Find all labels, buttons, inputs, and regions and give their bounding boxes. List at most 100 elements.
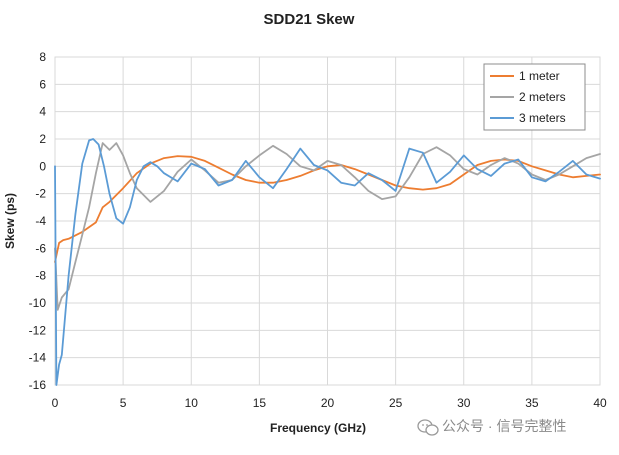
x-tick-label: 15 — [253, 396, 267, 410]
data-point — [531, 173, 533, 176]
data-point — [57, 309, 59, 311]
x-tick-label: 0 — [52, 396, 59, 410]
series-line — [54, 138, 601, 386]
data-point — [190, 158, 192, 161]
data-point — [58, 242, 60, 244]
data-point — [81, 234, 83, 236]
data-point — [449, 183, 451, 185]
data-point — [136, 172, 138, 174]
data-point — [204, 160, 206, 162]
data-point — [340, 164, 342, 166]
data-point — [408, 187, 410, 189]
y-tick-label: -14 — [29, 351, 47, 365]
data-point — [61, 296, 63, 299]
y-tick-label: -4 — [35, 214, 46, 228]
data-point — [163, 190, 165, 192]
data-point — [395, 190, 397, 192]
data-point — [129, 206, 131, 208]
data-point — [299, 147, 301, 150]
x-tick-label: 40 — [593, 396, 607, 410]
data-point — [190, 156, 192, 158]
legend: 1 meter 2 meters 3 meters — [483, 63, 586, 131]
data-point — [177, 180, 179, 182]
data-point — [88, 139, 90, 141]
data-point — [217, 167, 220, 169]
x-tick-label: 20 — [321, 396, 335, 410]
data-point — [258, 176, 260, 178]
data-point — [585, 157, 587, 159]
data-point — [55, 384, 57, 386]
y-tick-label: -12 — [29, 323, 47, 337]
y-tick-label: 0 — [39, 159, 46, 173]
data-point — [108, 149, 111, 151]
data-point — [326, 165, 329, 167]
data-point — [231, 179, 233, 181]
data-point — [286, 168, 288, 170]
data-point — [108, 193, 111, 195]
data-point — [54, 165, 56, 167]
data-point — [217, 184, 220, 187]
gridlines — [54, 56, 601, 386]
data-point — [95, 172, 97, 174]
data-point — [490, 164, 492, 166]
data-point — [313, 169, 315, 172]
data-point — [286, 153, 288, 155]
data-point — [395, 195, 397, 197]
data-point — [354, 184, 356, 187]
y-tick-label: -10 — [29, 296, 47, 310]
data-point — [142, 165, 145, 167]
data-point — [299, 165, 301, 167]
wechat-icon — [417, 419, 439, 436]
data-point — [354, 168, 356, 170]
series-lines — [54, 138, 601, 386]
data-point — [558, 171, 560, 173]
data-point — [272, 145, 274, 147]
data-point — [177, 171, 179, 173]
y-axis-ticks: -16 -14 -12 -10 -8 -6 -4 -2 0 2 4 6 8 — [29, 50, 47, 392]
watermark: 公众号 · 信号完整性 — [417, 418, 566, 436]
data-point — [422, 188, 424, 191]
y-tick-label: 6 — [39, 77, 46, 91]
data-point — [74, 213, 77, 215]
data-point — [517, 163, 519, 165]
y-tick-label: -2 — [35, 187, 46, 201]
data-point — [299, 175, 301, 177]
data-point — [585, 173, 587, 176]
y-tick-label: 8 — [39, 50, 46, 64]
data-point — [449, 154, 451, 156]
data-point — [258, 182, 260, 184]
y-axis-label: Skew (ps) — [3, 193, 17, 249]
data-point — [435, 146, 438, 148]
data-point — [326, 160, 329, 162]
data-point — [115, 217, 117, 219]
x-tick-label: 35 — [525, 396, 539, 410]
x-tick-label: 5 — [120, 396, 127, 410]
data-point — [102, 206, 104, 208]
y-tick-label: -6 — [35, 241, 46, 255]
x-axis-ticks: 0 5 10 15 20 25 30 35 40 — [52, 396, 607, 410]
data-point — [558, 173, 560, 176]
y-tick-label: -8 — [35, 269, 46, 283]
data-point — [531, 176, 533, 178]
data-point — [115, 142, 117, 144]
data-point — [103, 165, 105, 167]
data-point — [422, 152, 424, 154]
data-point — [68, 275, 70, 277]
legend-label: 2 meters — [519, 90, 566, 104]
data-point — [354, 176, 356, 178]
data-point — [504, 163, 506, 165]
data-point — [177, 155, 179, 157]
data-point — [272, 182, 274, 184]
data-point — [599, 153, 601, 155]
data-point — [92, 138, 94, 140]
data-point — [136, 187, 138, 189]
data-point — [313, 164, 315, 166]
data-point — [231, 173, 233, 176]
data-point — [245, 179, 247, 181]
data-point — [149, 201, 151, 203]
data-point — [490, 175, 492, 177]
data-point — [544, 169, 547, 172]
data-point — [326, 169, 329, 172]
data-point — [129, 172, 131, 174]
